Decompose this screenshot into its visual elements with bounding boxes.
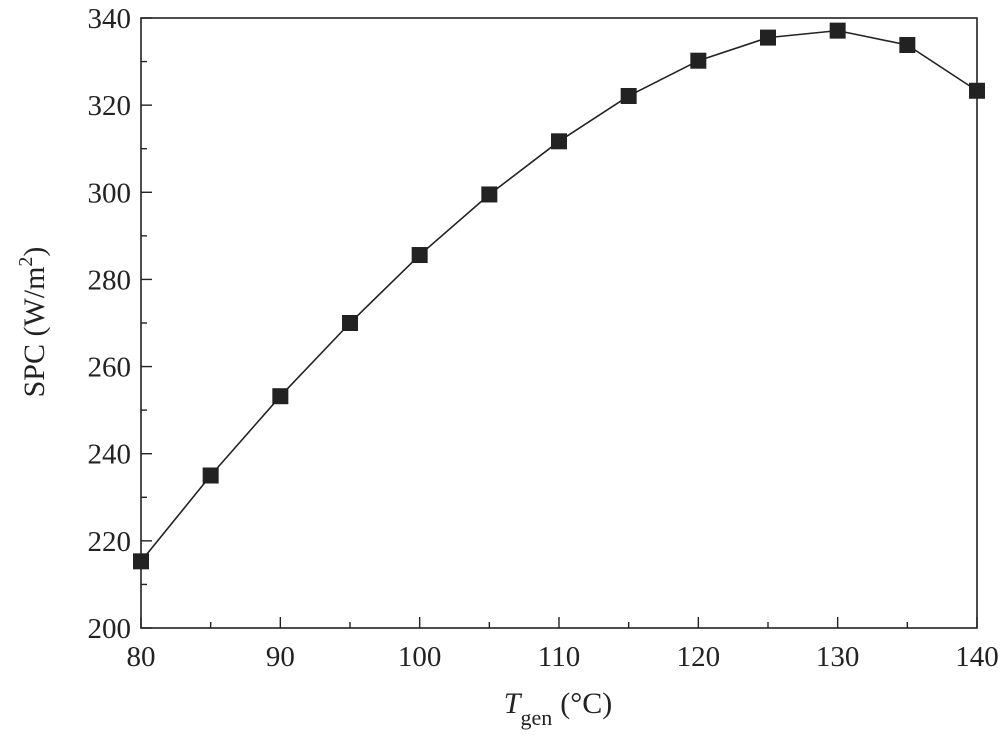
data-point-marker	[481, 186, 498, 203]
y-tick-label: 240	[88, 439, 132, 471]
data-point-marker	[411, 247, 428, 264]
x-axis-title: Tgen (°C)	[504, 687, 612, 730]
y-tick-label: 320	[88, 90, 132, 122]
data-point-marker	[551, 133, 567, 150]
data-point-marker	[969, 82, 985, 99]
x-axis-title-subscript: gen	[520, 705, 552, 730]
data-point-marker	[760, 29, 776, 46]
data-point-marker	[690, 52, 707, 69]
plot-frame	[140, 17, 978, 629]
data-point-marker	[342, 315, 358, 331]
y-tick-label: 300	[88, 177, 132, 209]
x-tick-label: 100	[398, 641, 442, 673]
y-tick-label: 200	[88, 613, 132, 645]
y-tick-label: 260	[88, 352, 132, 384]
y-axis-title: SPC (W/m2)	[15, 247, 51, 398]
x-tick-label: 80	[127, 641, 156, 673]
x-tick-label: 90	[266, 641, 295, 673]
y-axis-title-suffix: )	[18, 247, 51, 257]
data-point-marker	[620, 87, 637, 104]
x-tick-label: 110	[538, 641, 580, 673]
data-point-marker	[829, 22, 846, 39]
y-tick-label: 280	[88, 264, 132, 296]
y-axis-title-superscript: 2	[15, 257, 37, 267]
y-tick-label: 220	[88, 526, 132, 558]
x-axis-title-unit: (°C)	[560, 687, 612, 720]
x-tick-label: 140	[955, 641, 999, 673]
series-line	[140, 29, 978, 562]
data-point-marker	[202, 467, 219, 484]
data-point-marker	[133, 553, 149, 570]
data-point-marker	[272, 388, 289, 405]
y-axis-title-text: SPC (W/m	[18, 267, 51, 398]
x-tick-label: 130	[816, 641, 860, 673]
x-tick-label: 120	[677, 641, 721, 673]
x-axis-title-symbol: T	[504, 687, 523, 720]
data-point-marker	[899, 37, 916, 54]
y-tick-label: 340	[88, 3, 132, 35]
